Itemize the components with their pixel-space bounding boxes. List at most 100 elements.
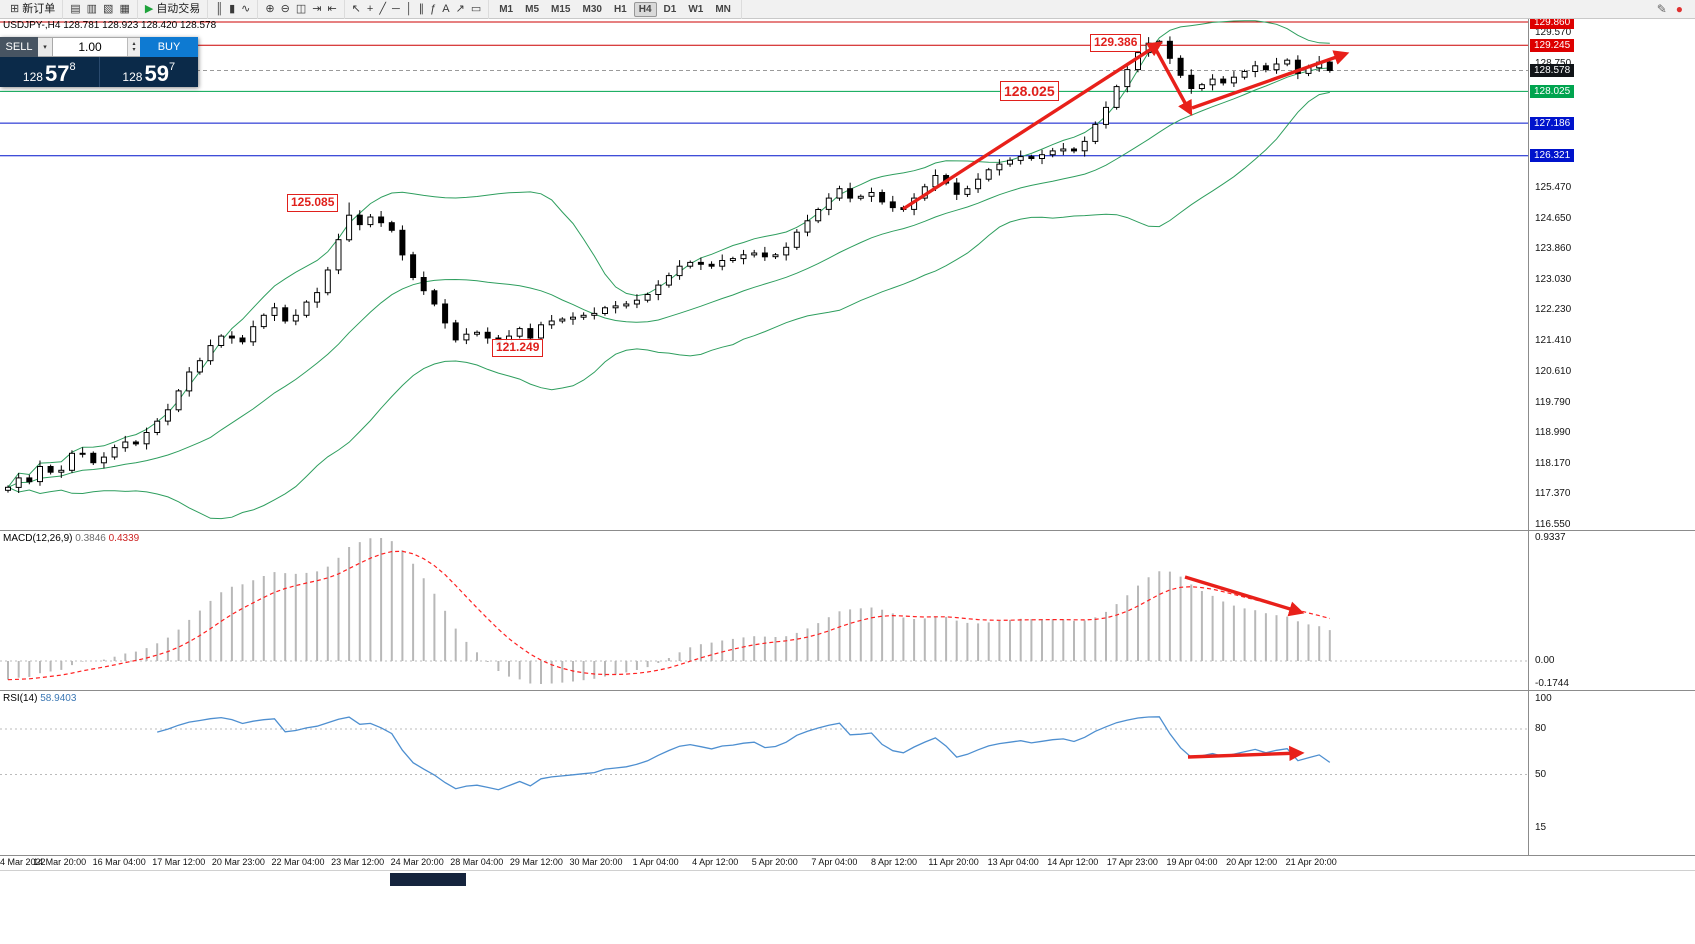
candle-body [868,192,875,197]
bollinger-lower[interactable] [7,91,1330,520]
rsi-name: RSI(14) [3,693,38,704]
shapes-icon[interactable]: ▭ [468,1,484,18]
price-annotation[interactable]: 129.386 [1090,34,1142,52]
candle-body [591,312,598,316]
rsi-axis-label: 100 [1535,692,1552,704]
rsi-canvas[interactable] [0,691,1528,855]
new-order-button[interactable]: ⊞ 新订单 [7,1,58,18]
horizontal-line-icon[interactable]: ─ [389,1,403,18]
time-label: 8 Apr 12:00 [870,857,918,867]
terminal-icon[interactable]: ▦ [116,1,132,18]
equidistant-channel-icon[interactable]: ∥ [416,1,428,18]
auto-scroll-icon: ⇥ [312,2,322,15]
volume-up-button[interactable]: ▴ [132,41,136,47]
trend-arrow[interactable] [1187,745,1305,762]
trend-arrow[interactable] [1153,47,1193,117]
record-dot-icon[interactable]: ● [1675,2,1683,16]
chart-shift-icon[interactable]: ⇤ [324,1,339,18]
timeframe-h4[interactable]: H4 [633,1,657,17]
price-axis[interactable]: 129.570128.750127.930127.110126.290125.4… [1528,15,1695,855]
macd-pane[interactable]: MACD(12,26,9) 0.3846 0.4339 [0,531,1528,690]
timeframe-m30[interactable]: M30 [582,3,602,15]
candle-body [15,477,22,488]
macd-canvas[interactable] [0,531,1528,690]
time-label: 29 Mar 12:00 [509,857,563,867]
price-chart-pane[interactable]: USDJPY-,H4 128.781 128.923 128.420 128.5… [0,18,1528,530]
buy-button[interactable]: BUY [140,37,198,57]
buy-price-main: 59 [144,61,169,87]
trend-arrow[interactable] [902,41,1163,211]
price-chart-canvas[interactable] [0,18,1528,530]
time-label: 20 Mar 23:00 [211,857,265,867]
volume-input[interactable] [53,38,127,56]
candle-body [26,477,33,483]
navigator-icon[interactable]: ▧ [100,1,116,18]
candlestick-chart-icon[interactable]: ▮ [226,1,238,18]
bollinger-upper[interactable] [7,20,1330,488]
candle-body [612,305,619,309]
autotrading-button[interactable]: ▶ 自动交易 [142,1,203,18]
candle-body [1166,40,1173,59]
cursor-icon[interactable]: ↖ [349,1,364,18]
chart-shift-icon: ⇤ [327,2,337,15]
candle-body [889,201,896,209]
timeframe-w1[interactable]: W1 [688,3,704,15]
timeframe-h1[interactable]: H1 [613,3,627,15]
bar-chart-icon[interactable]: ║ [212,1,226,18]
timeframe-m5[interactable]: M5 [525,3,540,15]
candle-body [964,188,971,195]
price-annotation[interactable]: 121.249 [492,339,544,357]
candle-body [484,331,491,339]
time-label: 4 Mar 2022 [0,857,46,867]
timeframe-mn[interactable]: MN [715,3,731,15]
line-chart-icon[interactable]: ∿ [238,1,253,18]
time-axis[interactable]: 4 Mar 2022 14 Mar 20:00 16 Mar 04:00 17 Mar… [0,856,1528,870]
time-label: 17 Mar 12:00 [152,857,206,867]
price-annotation[interactable]: 128.025 [1000,81,1059,102]
candle-body [1103,106,1109,125]
price-axis-label: 118.170 [1535,457,1571,469]
candle-body [847,188,854,199]
time-label: 22 Mar 04:00 [271,857,325,867]
auto-scroll-icon[interactable]: ⇥ [309,1,324,18]
bottom-tab[interactable] [390,873,466,886]
zoom-in-icon[interactable]: ⊕ [262,1,277,18]
candle-body [410,254,417,279]
text-tool-icon[interactable]: A [439,1,452,18]
crosshair-icon[interactable]: + [364,1,376,18]
price-axis-label: 129.570 [1535,26,1572,38]
candle-body [719,260,726,267]
pane-separator[interactable] [0,530,1695,531]
volume-down-button[interactable]: ▾ [132,47,136,53]
fibonacci-icon[interactable]: ƒ [427,1,439,18]
vertical-line-icon[interactable]: │ [403,1,416,18]
tile-windows-icon[interactable]: ◫ [293,1,309,18]
zoom-out-icon[interactable]: ⊖ [278,1,293,18]
candle-body [836,188,843,199]
volume-spinner: ▴ ▾ [127,38,140,56]
bollinger-middle[interactable] [7,67,1330,488]
trendline-icon[interactable]: ╱ [376,1,389,18]
pane-separator[interactable] [0,690,1695,691]
rsi-pane[interactable]: RSI(14) 58.9403 [0,691,1528,855]
candle-body [772,254,779,258]
sell-button[interactable]: SELL [0,37,38,57]
timeframe-d1[interactable]: D1 [663,3,677,15]
candle-body [37,466,43,483]
market-watch-icon[interactable]: ▤ [67,1,83,18]
timeframe-m15[interactable]: M15 [551,3,571,15]
timeframe-m1[interactable]: M1 [499,3,514,15]
price-annotation[interactable]: 125.085 [287,194,339,212]
pencil-icon[interactable]: ✎ [1656,2,1667,16]
trend-arrow[interactable] [1191,50,1350,110]
arrow-tool-icon[interactable]: ↗ [453,1,468,18]
candle-body [953,182,960,195]
buy-price[interactable]: 128 59 7 [98,57,199,87]
sell-price[interactable]: 128 57 8 [0,57,99,87]
volume-dropdown-button[interactable]: ▾ [38,37,53,57]
trend-arrow[interactable] [1184,575,1305,617]
candle-body [538,324,544,339]
macd-signal-line [7,550,1330,681]
data-window-icon[interactable]: ▥ [84,1,100,18]
price-tag: 127.186 [1530,116,1575,130]
